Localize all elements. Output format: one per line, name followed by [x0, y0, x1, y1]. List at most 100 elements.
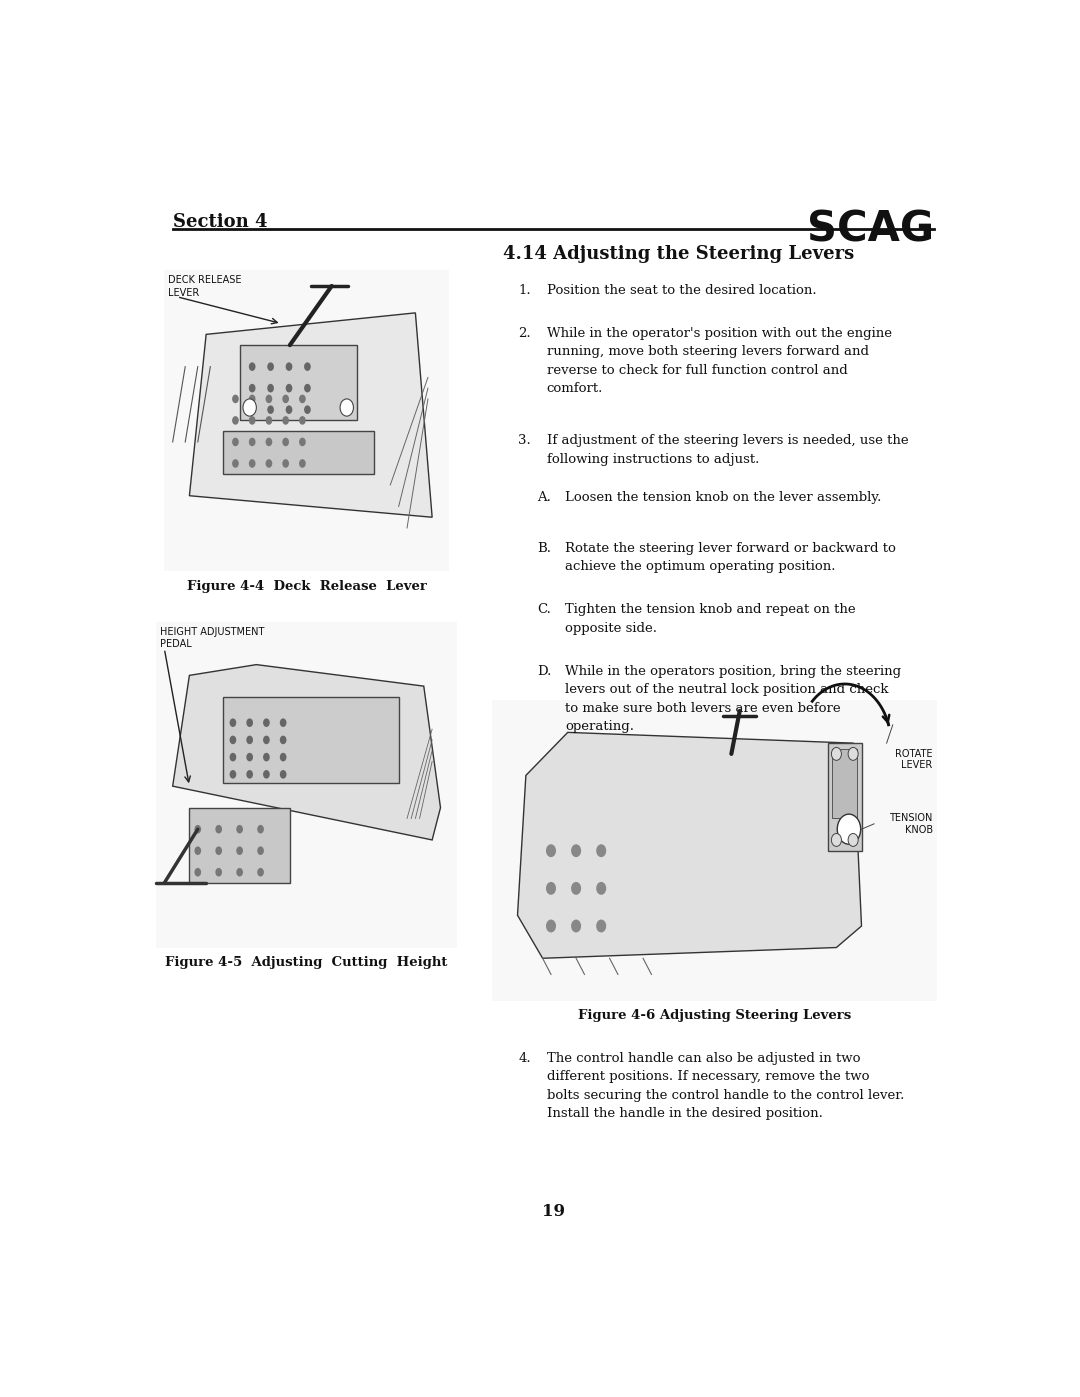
Text: B.: B. [537, 542, 551, 555]
Circle shape [280, 753, 286, 761]
Text: SCAG: SCAG [807, 208, 934, 250]
Circle shape [266, 394, 272, 404]
Circle shape [230, 736, 237, 745]
Circle shape [571, 844, 581, 858]
Circle shape [282, 416, 289, 425]
Circle shape [232, 460, 239, 468]
Circle shape [299, 437, 306, 446]
Circle shape [194, 868, 201, 876]
Circle shape [215, 868, 222, 876]
Circle shape [267, 384, 274, 393]
Circle shape [596, 844, 606, 858]
Text: D.: D. [537, 665, 551, 678]
Circle shape [248, 405, 256, 414]
Circle shape [299, 460, 306, 468]
Text: 2.: 2. [518, 327, 531, 339]
Circle shape [237, 868, 243, 876]
Circle shape [267, 405, 274, 414]
Circle shape [280, 736, 286, 745]
Circle shape [264, 736, 270, 745]
Circle shape [257, 868, 264, 876]
Circle shape [596, 919, 606, 932]
Circle shape [571, 919, 581, 932]
Circle shape [571, 882, 581, 895]
Bar [189, 807, 289, 883]
Circle shape [215, 824, 222, 834]
Circle shape [285, 405, 293, 414]
Bar [222, 432, 374, 474]
Text: While in the operator's position with out the engine
running, move both steering: While in the operator's position with ou… [546, 327, 892, 395]
Circle shape [282, 394, 289, 404]
Circle shape [257, 847, 264, 855]
Circle shape [305, 384, 311, 393]
Text: Tighten the tension knob and repeat on the
opposite side.: Tighten the tension knob and repeat on t… [565, 604, 855, 634]
Circle shape [264, 718, 270, 726]
Circle shape [257, 824, 264, 834]
Text: ROTATE
LEVER: ROTATE LEVER [895, 749, 933, 770]
Circle shape [837, 814, 861, 844]
Circle shape [285, 384, 293, 393]
Bar [833, 749, 858, 819]
Circle shape [280, 718, 286, 726]
Circle shape [248, 437, 256, 446]
Text: While in the operators position, bring the steering
levers out of the neutral lo: While in the operators position, bring t… [565, 665, 902, 733]
Circle shape [232, 416, 239, 425]
Circle shape [246, 770, 253, 778]
Bar [240, 345, 356, 420]
Circle shape [299, 416, 306, 425]
Text: Loosen the tension knob on the lever assembly.: Loosen the tension knob on the lever ass… [565, 492, 881, 504]
Circle shape [848, 834, 859, 847]
Circle shape [246, 753, 253, 761]
Circle shape [266, 437, 272, 446]
Circle shape [305, 362, 311, 372]
Circle shape [596, 882, 606, 895]
Text: Position the seat to the desired location.: Position the seat to the desired locatio… [546, 284, 816, 296]
Circle shape [282, 460, 289, 468]
Bar [156, 622, 457, 947]
Circle shape [246, 736, 253, 745]
Circle shape [305, 405, 311, 414]
Polygon shape [189, 313, 432, 517]
Text: HEIGHT ADJUSTMENT
PEDAL: HEIGHT ADJUSTMENT PEDAL [160, 627, 265, 650]
Circle shape [546, 882, 556, 895]
Text: Rotate the steering lever forward or backward to
achieve the optimum operating p: Rotate the steering lever forward or bac… [565, 542, 896, 574]
Circle shape [194, 824, 201, 834]
Circle shape [230, 718, 237, 726]
Circle shape [248, 416, 256, 425]
Text: 19: 19 [542, 1203, 565, 1220]
Text: Figure 4-5  Adjusting  Cutting  Height: Figure 4-5 Adjusting Cutting Height [165, 956, 448, 970]
Text: Figure 4-4  Deck  Release  Lever: Figure 4-4 Deck Release Lever [187, 580, 427, 592]
Bar [222, 697, 399, 782]
Circle shape [264, 753, 270, 761]
Circle shape [546, 844, 556, 858]
Circle shape [237, 824, 243, 834]
Circle shape [267, 362, 274, 372]
Circle shape [282, 437, 289, 446]
Circle shape [248, 384, 256, 393]
Circle shape [248, 362, 256, 372]
Text: Section 4: Section 4 [173, 212, 267, 231]
Polygon shape [517, 732, 862, 958]
Circle shape [243, 400, 256, 416]
Circle shape [230, 770, 237, 778]
Text: DECK RELEASE
LEVER: DECK RELEASE LEVER [168, 275, 242, 298]
Polygon shape [173, 665, 441, 840]
Circle shape [340, 400, 353, 416]
Bar [828, 743, 862, 851]
Text: A.: A. [537, 492, 551, 504]
Circle shape [246, 718, 253, 726]
Circle shape [266, 416, 272, 425]
Text: C.: C. [537, 604, 551, 616]
Circle shape [848, 747, 859, 760]
Text: If adjustment of the steering levers is needed, use the
following instructions t: If adjustment of the steering levers is … [546, 434, 908, 467]
Text: Figure 4-6 Adjusting Steering Levers: Figure 4-6 Adjusting Steering Levers [578, 1009, 851, 1021]
Text: 3.: 3. [518, 434, 531, 447]
Text: The control handle can also be adjusted in two
different positions. If necessary: The control handle can also be adjusted … [546, 1052, 904, 1120]
Circle shape [230, 753, 237, 761]
Circle shape [237, 847, 243, 855]
Bar [164, 270, 449, 571]
Circle shape [194, 847, 201, 855]
Circle shape [299, 394, 306, 404]
Circle shape [832, 747, 841, 760]
Circle shape [248, 460, 256, 468]
